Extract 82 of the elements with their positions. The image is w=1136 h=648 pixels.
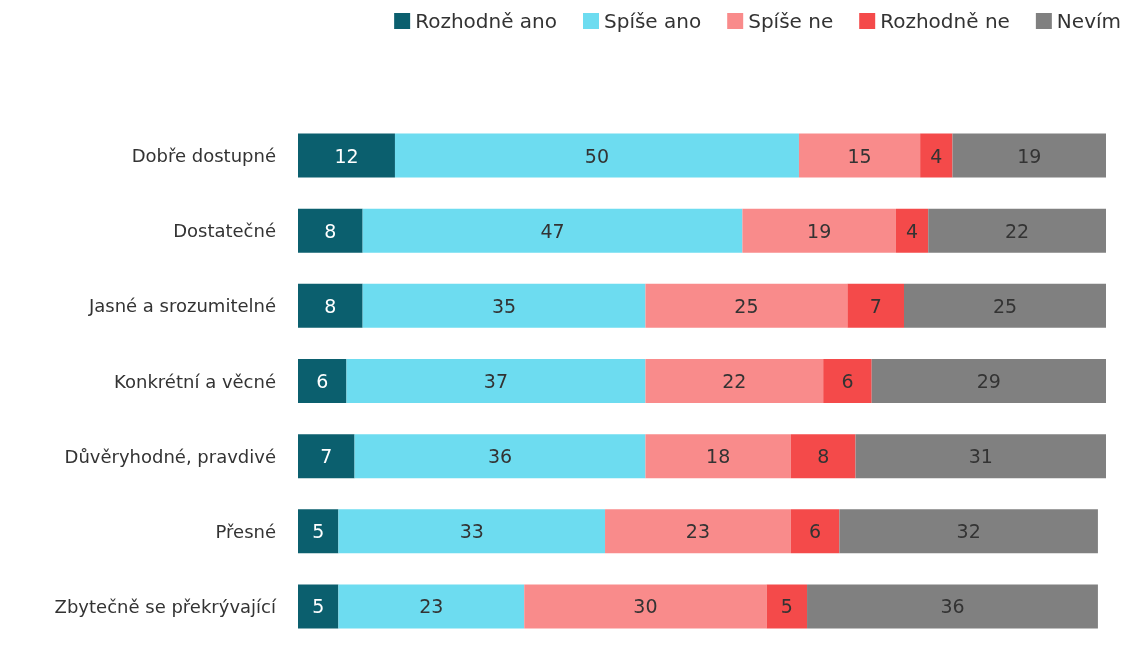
bar (855, 434, 1106, 479)
data-label: 23 (685, 520, 711, 543)
data-label: 19 (1017, 144, 1042, 167)
data-label: 8 (324, 219, 337, 242)
legend-label: Rozhodně ano (415, 9, 558, 33)
data-label: 15 (847, 144, 872, 167)
data-label: 47 (540, 219, 565, 242)
bar (298, 434, 355, 479)
data-label: 8 (817, 445, 830, 468)
data-label: 36 (487, 445, 513, 468)
data-label: 12 (334, 144, 359, 167)
data-label: 18 (706, 445, 731, 468)
legend-label: Spíše ne (748, 9, 834, 33)
bar (871, 359, 1106, 403)
data-label: 25 (992, 294, 1018, 317)
data-label: 7 (869, 294, 882, 317)
data-label: 7 (320, 445, 333, 468)
y-tick-label: Dobře dostupné (131, 145, 276, 167)
data-label: 22 (722, 370, 747, 392)
bar (798, 133, 921, 178)
data-label: 36 (940, 595, 965, 618)
data-label: 5 (312, 520, 325, 543)
data-label: 8 (324, 294, 337, 317)
bar (920, 133, 953, 178)
bar (298, 509, 339, 554)
y-tick-label: Dostatečné (173, 220, 276, 242)
bar (338, 584, 525, 629)
y-tick-label: Důvěryhodné, pravdivé (64, 445, 276, 467)
bar (524, 584, 767, 629)
y-tick-label: Přesné (215, 520, 276, 542)
bar (362, 283, 646, 328)
bar (298, 359, 347, 403)
bar (354, 434, 646, 479)
bar (645, 434, 791, 479)
bar (394, 133, 799, 178)
y-tick-label: Jasné a srozumitelné (87, 295, 276, 317)
bar (928, 208, 1106, 253)
bar (605, 509, 791, 554)
data-label: 50 (584, 144, 610, 167)
bar (847, 283, 904, 328)
data-label: 37 (483, 370, 509, 392)
data-label: 23 (419, 595, 444, 618)
data-label: 6 (841, 370, 854, 392)
data-label: 25 (734, 294, 759, 317)
bar (298, 283, 363, 328)
bar (823, 359, 872, 403)
bar (346, 359, 646, 403)
data-label: 31 (968, 445, 993, 468)
data-label: 6 (316, 370, 329, 392)
data-label: 6 (809, 520, 822, 543)
bar (790, 509, 840, 554)
data-label: 33 (459, 520, 484, 543)
data-label: 5 (312, 595, 325, 618)
data-label: 19 (807, 219, 832, 242)
bar (895, 208, 929, 253)
data-label: 22 (1005, 219, 1030, 242)
bar (766, 584, 808, 629)
data-label: 32 (956, 520, 981, 543)
y-tick-label: Zbytečně se překrývající (54, 595, 277, 617)
bar (807, 584, 1098, 629)
bar (298, 133, 395, 178)
data-label: 29 (976, 370, 1001, 392)
bar (839, 509, 1098, 554)
bar (790, 434, 856, 479)
bar (645, 359, 824, 403)
bar (298, 208, 363, 253)
legend-label: Spíše ano (603, 9, 702, 33)
data-label: 30 (633, 595, 658, 618)
bar (338, 509, 606, 554)
bar (298, 584, 339, 629)
legend-label: Rozhodně ne (880, 9, 1010, 33)
legend-label: Nevím (1056, 9, 1121, 33)
data-label: 35 (491, 294, 517, 317)
bar (362, 208, 743, 253)
bar (952, 133, 1106, 178)
y-tick-label: Konkrétní a věcné (114, 370, 276, 392)
data-label: 5 (780, 595, 793, 618)
bar (904, 283, 1106, 328)
bar (742, 208, 896, 253)
data-label: 4 (930, 144, 943, 167)
data-label: 4 (906, 219, 919, 242)
bar (645, 283, 848, 328)
